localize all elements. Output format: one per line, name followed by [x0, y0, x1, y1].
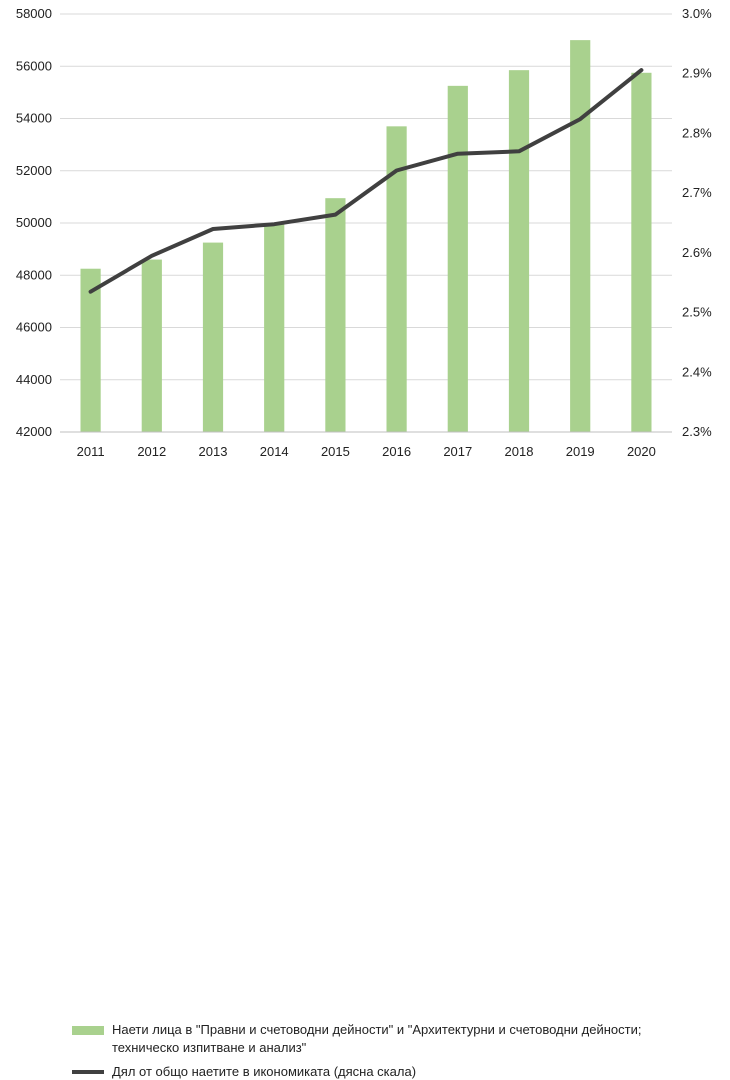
x-tick-label: 2019 — [566, 444, 595, 459]
legend-item-share: Дял от общо наетите в икономиката (дясна… — [72, 1063, 682, 1080]
legend-swatch-line — [72, 1070, 104, 1074]
y-right-tick-label: 2.6% — [682, 245, 712, 260]
y-left-tick-label: 58000 — [16, 6, 52, 21]
x-tick-label: 2015 — [321, 444, 350, 459]
legend-label-share: Дял от общо наетите в икономиката (дясна… — [112, 1063, 416, 1080]
x-tick-label: 2011 — [77, 444, 105, 459]
y-right-tick-label: 3.0% — [682, 6, 712, 21]
y-left-tick-label: 54000 — [16, 111, 52, 126]
x-tick-label: 2013 — [199, 444, 228, 459]
y-left-tick-label: 52000 — [16, 163, 52, 178]
y-left-tick-label: 50000 — [16, 215, 52, 230]
bar — [142, 260, 162, 432]
bar — [448, 86, 468, 432]
x-tick-label: 2014 — [260, 444, 289, 459]
x-tick-label: 2020 — [627, 444, 656, 459]
y-right-tick-label: 2.4% — [682, 364, 712, 379]
y-left-tick-label: 56000 — [16, 58, 52, 73]
chart-canvas: 42000 44000 46000 48000 50000 52000 54000 56000… — [0, 0, 730, 540]
y-right-tick-label: 2.3% — [682, 424, 712, 439]
bar — [325, 198, 345, 432]
bar — [264, 224, 284, 432]
y-right-tick-label: 2.8% — [682, 125, 712, 140]
y-right-tick-label: 2.7% — [682, 185, 712, 200]
y-left-tick-label: 48000 — [16, 267, 52, 282]
bar — [203, 243, 223, 432]
x-tick-label: 2018 — [505, 444, 534, 459]
y-right-tick-label: 2.9% — [682, 66, 712, 81]
y-left-tick-label: 42000 — [16, 424, 52, 439]
combo-chart: 42000 44000 46000 48000 50000 52000 54000 56000… — [0, 0, 730, 540]
y-right-tick-label: 2.5% — [682, 305, 712, 320]
bar — [509, 70, 529, 432]
x-tick-label: 2012 — [137, 444, 166, 459]
legend-label-employed-line1: Наети лица в "Правни и счетоводни дейнос… — [112, 1022, 642, 1037]
y-left-tick-label: 44000 — [16, 372, 52, 387]
x-tick-label: 2017 — [443, 444, 472, 459]
y-left-tick-label: 46000 — [16, 320, 52, 335]
x-tick-label: 2016 — [382, 444, 411, 459]
bar — [570, 40, 590, 432]
legend-swatch-bar — [72, 1026, 104, 1035]
share-line — [91, 70, 642, 292]
legend-label-employed-line2: техническо изпитване и анализ" — [112, 1040, 306, 1055]
bar — [631, 73, 651, 432]
legend-item-employed: Наети лица в "Правни и счетоводни дейнос… — [72, 1021, 682, 1057]
legend-label-employed: Наети лица в "Правни и счетоводни дейнос… — [112, 1021, 642, 1057]
